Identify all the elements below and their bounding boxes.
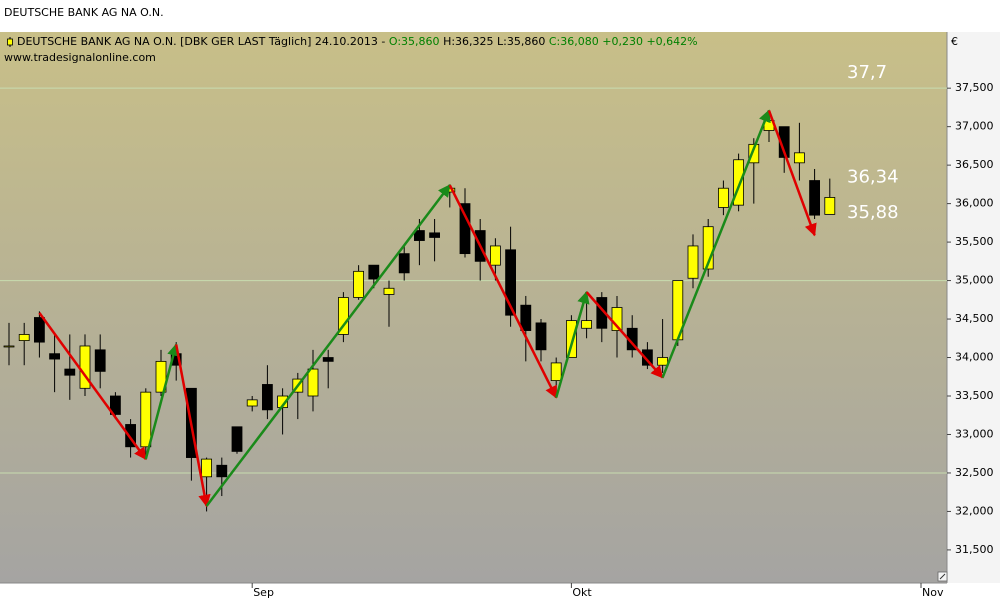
y-tick-label: 34,000 bbox=[955, 351, 994, 364]
candle-body bbox=[353, 270, 365, 298]
candle-body bbox=[125, 424, 136, 448]
y-tick-label: 37,000 bbox=[955, 120, 994, 133]
y-tick-label: 35,000 bbox=[955, 274, 994, 287]
candle-body bbox=[34, 317, 45, 343]
legend-close: C:36,080 bbox=[549, 35, 599, 48]
candles bbox=[3, 111, 836, 512]
price-annotation: 35,88 bbox=[847, 202, 899, 223]
legend-change-pct: +0,642% bbox=[646, 35, 697, 48]
trend-arrow bbox=[205, 184, 451, 507]
candle-body bbox=[581, 320, 592, 329]
x-tick-label: Okt bbox=[572, 586, 592, 599]
x-tick-label: Sep bbox=[253, 586, 274, 599]
y-tick-label: 35,500 bbox=[955, 235, 994, 248]
y-tick-label: 36,500 bbox=[955, 158, 994, 171]
candle-body bbox=[718, 187, 729, 208]
candle-body bbox=[596, 297, 608, 329]
candle-body bbox=[642, 349, 653, 366]
trend-arrow bbox=[554, 290, 590, 398]
candle-body bbox=[246, 399, 258, 407]
candle-body bbox=[459, 203, 471, 255]
legend: DEUTSCHE BANK AG NA O.N. [DBK GER LAST T… bbox=[7, 35, 698, 48]
trend-arrow bbox=[767, 110, 817, 237]
candle-body bbox=[748, 143, 760, 164]
candle-body bbox=[398, 253, 410, 274]
y-tick-label: 32,500 bbox=[955, 466, 994, 479]
candle-body bbox=[140, 391, 152, 448]
y-tick-label: 32,000 bbox=[955, 504, 994, 517]
trend-arrow bbox=[144, 343, 180, 460]
legend-open: O:35,860 bbox=[389, 35, 440, 48]
candle-body bbox=[383, 287, 395, 295]
legend-name: DEUTSCHE BANK AG NA O.N. [DBK GER LAST T… bbox=[17, 35, 385, 48]
price-annotation: 37,7 bbox=[847, 62, 887, 83]
candle-body bbox=[307, 368, 319, 397]
y-tick-label: 34,500 bbox=[955, 312, 994, 325]
y-tick-label: 36,000 bbox=[955, 197, 994, 210]
y-axis-unit: € bbox=[951, 35, 958, 48]
candle-body bbox=[566, 320, 577, 358]
candle-body bbox=[64, 368, 76, 376]
candle-body bbox=[231, 426, 243, 452]
candle-body bbox=[413, 230, 425, 241]
candle-body bbox=[201, 458, 213, 478]
candle-body bbox=[687, 245, 699, 279]
trend-arrow bbox=[174, 344, 211, 508]
candle-body bbox=[824, 197, 836, 215]
corner-arrow bbox=[939, 573, 946, 580]
legend-text: DEUTSCHE BANK AG NA O.N. [DBK GER LAST T… bbox=[17, 35, 698, 48]
candle-body bbox=[733, 159, 744, 206]
candle-body bbox=[535, 322, 547, 351]
price-annotation: 36,34 bbox=[847, 166, 899, 187]
candle-body bbox=[110, 395, 121, 415]
legend-icon bbox=[7, 38, 13, 46]
legend-high: H:36,325 bbox=[443, 35, 493, 48]
trend-arrow bbox=[448, 184, 558, 399]
candle-body bbox=[794, 152, 805, 164]
plot-area bbox=[0, 32, 947, 583]
trend-arrow bbox=[38, 312, 147, 461]
candle-body bbox=[550, 362, 562, 382]
trend-arrow bbox=[585, 291, 664, 379]
x-tick-label: Nov bbox=[922, 586, 944, 599]
candle-body bbox=[520, 304, 532, 331]
legend-low: L:35,860 bbox=[497, 35, 545, 48]
candle-body bbox=[49, 353, 60, 360]
y-axis-area bbox=[947, 32, 1000, 583]
candle-body bbox=[94, 349, 106, 372]
candle-body bbox=[657, 357, 668, 366]
candle-body bbox=[368, 264, 380, 280]
legend-change: +0,230 bbox=[602, 35, 643, 48]
candle-body bbox=[778, 126, 790, 158]
candle-body bbox=[809, 180, 820, 216]
candle-body bbox=[261, 384, 273, 411]
y-tick-label: 33,500 bbox=[955, 389, 994, 402]
candle-body bbox=[216, 464, 228, 478]
candle-body bbox=[337, 297, 349, 335]
chart-title: DEUTSCHE BANK AG NA O.N. bbox=[4, 6, 164, 19]
y-tick-label: 33,000 bbox=[955, 427, 994, 440]
candle-body bbox=[489, 245, 501, 266]
candle-body bbox=[155, 360, 167, 393]
candle-body bbox=[18, 334, 30, 341]
y-tick-label: 31,500 bbox=[955, 543, 994, 556]
candle-body bbox=[505, 249, 517, 316]
y-tick-label: 37,500 bbox=[955, 81, 994, 94]
candle-body bbox=[322, 357, 334, 362]
trend-arrow bbox=[661, 109, 771, 378]
source: www.tradesignalonline.com bbox=[4, 51, 156, 64]
corner-icon bbox=[937, 571, 948, 582]
candle-body bbox=[3, 345, 15, 348]
candle-body bbox=[429, 232, 441, 238]
